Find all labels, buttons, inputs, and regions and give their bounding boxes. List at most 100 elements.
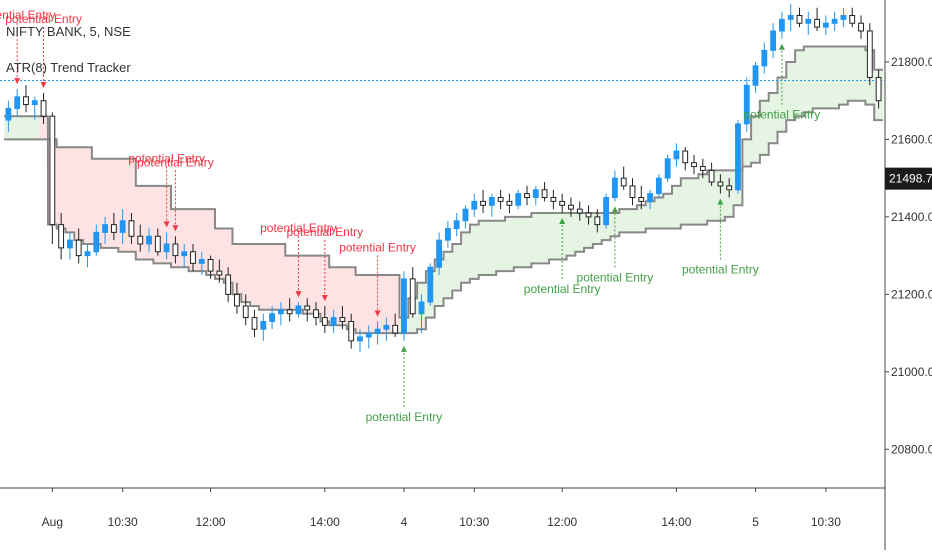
candle-body	[260, 320, 267, 330]
trend-band-segment	[812, 46, 822, 109]
trend-band-segment	[680, 178, 691, 225]
candle-body	[146, 235, 152, 245]
signal-arrowhead-short	[374, 310, 381, 317]
trend-band-segment	[83, 147, 93, 244]
trend-band-segment	[786, 61, 796, 121]
candle-body	[822, 22, 829, 28]
candle-body	[216, 270, 223, 276]
candle-body	[269, 313, 276, 322]
candle-body	[620, 177, 627, 187]
trend-band-segment	[461, 232, 471, 283]
candle-body	[611, 177, 618, 199]
candle-body	[321, 317, 328, 326]
x-tick-label: 5	[752, 515, 759, 529]
candle-body	[735, 123, 741, 191]
price-badge	[885, 167, 932, 190]
trend-band-segment	[505, 216, 515, 272]
trend-band-segment	[39, 116, 49, 140]
candle-body	[779, 18, 785, 32]
trend-band-segment	[30, 116, 40, 140]
candle-body	[251, 317, 258, 330]
trend-band-segment	[144, 185, 154, 260]
candle-body	[234, 293, 240, 307]
trend-band-segment	[847, 46, 858, 101]
signal-arrowhead-short	[172, 225, 179, 232]
trend-band-segment	[496, 220, 506, 272]
candle-body	[102, 224, 108, 233]
trend-band-segment	[443, 251, 453, 299]
signal-label-short: potential Entry	[137, 155, 214, 169]
candle-body	[673, 150, 680, 160]
trend-band-segment	[258, 244, 269, 310]
candle-body	[5, 107, 12, 121]
candle-body	[181, 251, 188, 257]
trend-band-segment	[179, 209, 189, 268]
candle-body	[383, 324, 390, 330]
trend-band-segment	[584, 213, 594, 248]
candle-body	[515, 193, 522, 206]
candle-body	[49, 115, 56, 226]
candle-body	[23, 96, 29, 106]
trend-band-segment	[390, 274, 400, 334]
candle-body	[814, 18, 820, 28]
trend-band-segment	[557, 213, 567, 260]
signal-label-long: potential Entry	[366, 410, 443, 424]
candle-body	[787, 14, 794, 20]
trend-band-segment	[821, 46, 831, 109]
indicator-legend[interactable]: ATR(8) Trend Tracker	[6, 60, 131, 75]
candles	[5, 3, 882, 353]
candle-body	[313, 309, 319, 319]
signal-arrowhead-short	[14, 78, 21, 85]
trend-band-segment	[250, 244, 260, 306]
candle-body	[436, 239, 443, 268]
trend-band-segment	[285, 255, 295, 310]
trend-band-segment	[381, 274, 392, 334]
candle-body	[58, 224, 65, 249]
candle-body	[708, 169, 715, 183]
candle-body	[75, 239, 82, 257]
candle-body	[84, 251, 91, 257]
candle-body	[585, 212, 592, 218]
candle-body	[594, 216, 601, 226]
signal-label-short: potential Entry	[260, 221, 337, 235]
candle-body	[357, 336, 363, 342]
trend-band-segment	[100, 158, 110, 248]
trend-band-segment	[575, 213, 585, 252]
candle-body	[866, 30, 873, 78]
candle-body	[295, 305, 302, 315]
candle-body	[31, 100, 38, 106]
signal-arrowhead-long	[778, 43, 785, 50]
trend-band-segment	[742, 139, 752, 167]
candle-body	[559, 200, 566, 206]
candle-body	[726, 185, 733, 191]
trend-band-segment	[153, 185, 163, 264]
trend-band-segment	[663, 193, 673, 229]
signal-label-long: potential Entry	[524, 282, 601, 296]
trend-band-segment	[478, 220, 488, 275]
trend-band-segment	[715, 170, 726, 221]
symbol-legend[interactable]: NIFTY BANK, 5, NSE	[6, 24, 131, 39]
trend-band-segment	[276, 244, 286, 310]
candle-body	[330, 317, 337, 326]
trend-band-segment	[355, 274, 365, 334]
trend-band-segment	[548, 213, 559, 260]
trend-band-segment	[12, 116, 22, 140]
trend-band-segment	[513, 216, 524, 268]
trend-band-segment	[839, 46, 849, 105]
trend-band-segment	[74, 147, 84, 241]
signal-label-long: potential Entry	[682, 263, 759, 277]
trend-band-segment	[645, 201, 655, 229]
trend-band-segment	[91, 158, 102, 244]
y-tick-label: 21000.00	[891, 365, 932, 379]
trend-band-segment	[759, 100, 770, 155]
trend-band-segment	[294, 255, 304, 310]
trend-band-segment	[830, 46, 840, 109]
trend-band-segment	[118, 158, 128, 252]
signal-arrowhead-long	[717, 198, 724, 205]
candle-body	[348, 320, 355, 342]
y-tick-label: 21400.00	[891, 210, 932, 224]
candle-body	[849, 14, 856, 24]
trend-band-segment	[469, 224, 480, 279]
